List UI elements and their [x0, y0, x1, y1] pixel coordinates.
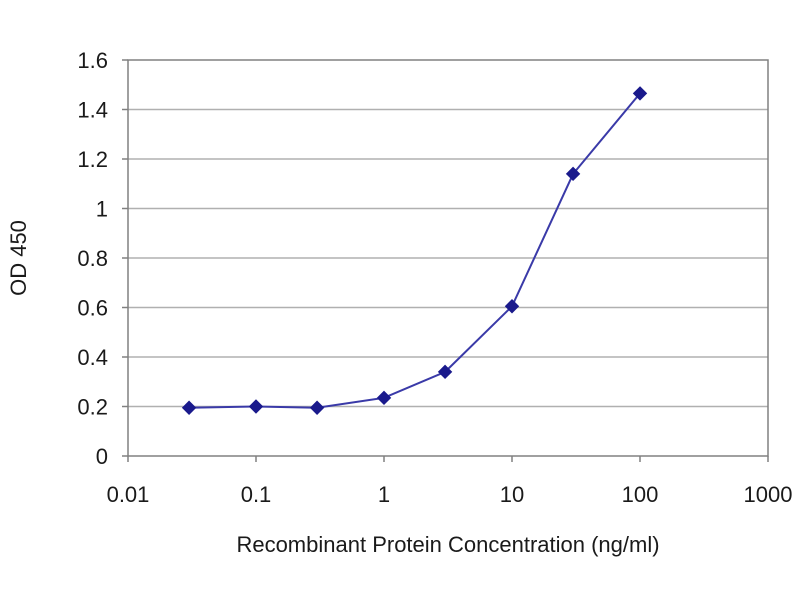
y-tick-label: 0.4 [77, 345, 108, 370]
y-tick-label: 1.2 [77, 147, 108, 172]
y-tick-label: 0.2 [77, 395, 108, 420]
y-tick-label: 0.8 [77, 246, 108, 271]
y-tick-label: 1 [96, 197, 108, 222]
y-axis-title: OD 450 [6, 220, 31, 296]
y-tick-label: 0.6 [77, 296, 108, 321]
y-tick-labels: 0 0.2 0.4 0.6 0.8 1 1.2 1.4 1.6 [77, 48, 108, 469]
grid [128, 108, 768, 408]
x-tick-label: 0.1 [241, 482, 272, 507]
data-point [181, 400, 197, 415]
y-tick-label: 0 [96, 444, 108, 469]
x-tick-label: 100 [622, 482, 659, 507]
data-point [309, 400, 325, 415]
ticks [122, 59, 769, 462]
x-tick-label: 1 [378, 482, 390, 507]
x-tick-label: 1000 [744, 482, 793, 507]
series-line [189, 92, 641, 409]
data-point [565, 166, 581, 182]
y-tick-label: 1.6 [77, 48, 108, 73]
data-point [504, 299, 520, 314]
x-tick-label: 0.01 [107, 482, 150, 507]
x-tick-label: 10 [500, 482, 524, 507]
y-tick-label: 1.4 [77, 98, 108, 123]
data-point [437, 364, 453, 380]
x-tick-labels: 0.01 0.1 1 10 100 1000 [107, 482, 793, 507]
data-point [632, 86, 648, 101]
data-points [181, 86, 648, 415]
data-point [248, 399, 264, 414]
data-point [376, 390, 392, 406]
x-axis-title: Recombinant Protein Concentration (ng/ml… [236, 532, 659, 557]
